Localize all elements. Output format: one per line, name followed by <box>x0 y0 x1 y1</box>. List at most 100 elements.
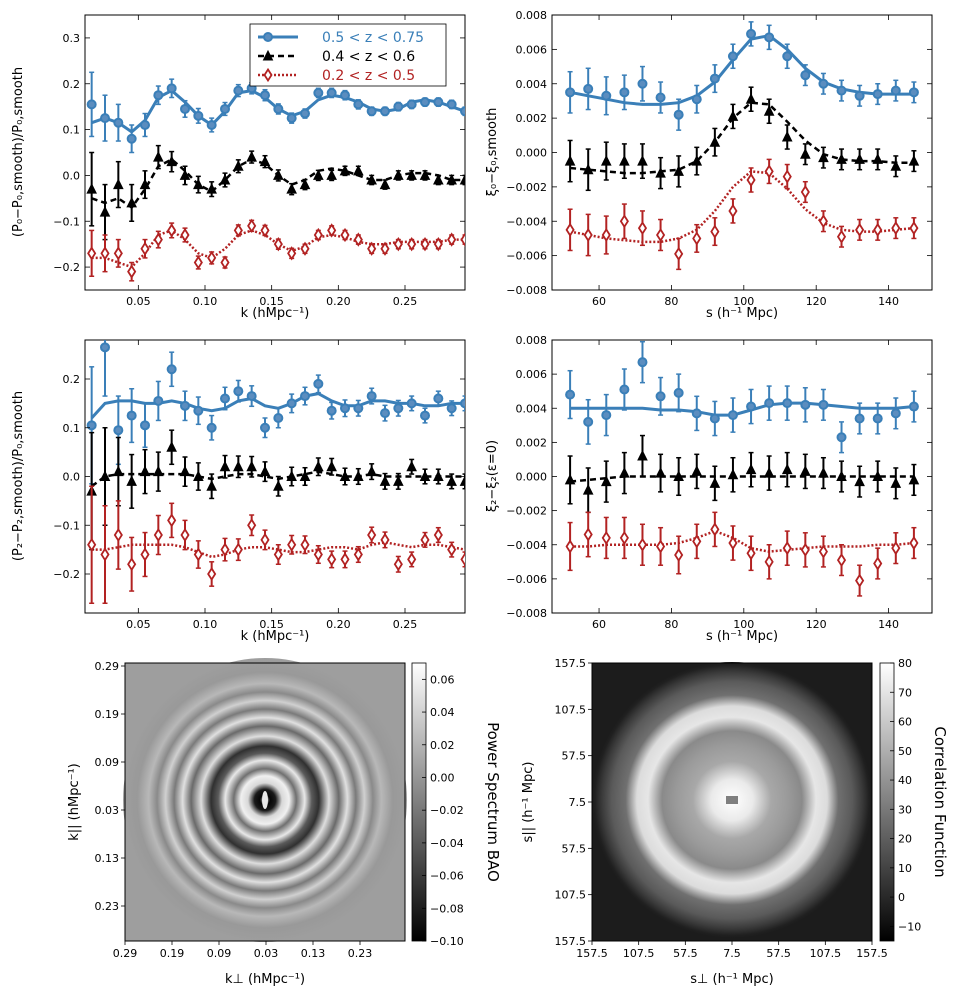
data-point <box>872 153 884 164</box>
data-point <box>393 169 404 180</box>
series-1 <box>565 21 919 131</box>
data-point <box>393 236 403 252</box>
colorbar-tick-label: −0.08 <box>430 902 464 915</box>
x-tick-label: 80 <box>664 618 678 631</box>
data-point <box>167 513 177 528</box>
y-tick-label: 0.004 <box>516 78 548 91</box>
y-tick-label: 107.5 <box>555 703 587 716</box>
data-point <box>113 527 123 543</box>
data-point <box>419 470 431 481</box>
y-tick-label: 0.23 <box>95 900 120 913</box>
data-point <box>637 154 648 166</box>
data-point <box>909 535 919 551</box>
data-point <box>447 232 457 247</box>
data-point <box>233 542 243 557</box>
data-point <box>763 105 775 116</box>
data-point <box>220 103 230 114</box>
x-tick-label: 0.25 <box>393 618 418 631</box>
legend-label: 0.2 < z < 0.5 <box>322 68 415 84</box>
data-point <box>220 542 230 557</box>
data-point <box>890 477 902 488</box>
data-point <box>407 552 417 567</box>
xi0-xticks: 60 80 100 120 140 <box>592 15 899 308</box>
data-point <box>854 90 865 101</box>
data-point <box>728 203 738 219</box>
data-point <box>247 518 257 533</box>
data-point <box>855 573 865 588</box>
data-point <box>259 155 271 167</box>
data-point <box>326 460 337 472</box>
colorbar-tick-label: 10 <box>898 862 912 875</box>
series-2 <box>86 144 465 241</box>
data-point <box>259 465 271 477</box>
legend-item: 0.5 < z < 0.75 <box>258 30 424 46</box>
data-point <box>353 547 363 562</box>
y-tick-label: 0.19 <box>95 708 120 721</box>
p0-ylabel: (P₀−P₀,smooth)/P₀,smooth <box>11 67 26 237</box>
data-point <box>656 227 666 243</box>
data-point <box>406 99 417 110</box>
data-point <box>619 530 629 546</box>
y-tick-label: −0.1 <box>53 519 80 532</box>
data-point <box>393 475 404 486</box>
colorbar-tick-label: −0.06 <box>430 870 464 883</box>
x-tick-label: 100 <box>733 618 754 631</box>
x-tick-label: 0.10 <box>193 295 218 308</box>
data-point <box>818 151 829 163</box>
colorbar-tick-label: 0.04 <box>430 706 455 719</box>
y-tick-label: 0.3 <box>63 32 81 45</box>
data-point <box>273 103 284 114</box>
data-point <box>763 466 775 478</box>
data-point <box>727 51 738 62</box>
data-point <box>179 169 191 180</box>
x-tick-label: 57.5 <box>766 947 791 960</box>
data-point <box>166 441 177 452</box>
data-point <box>100 547 110 562</box>
panel-xi2d-heatmap: 157.5 107.5 57.5 7.5 57.5 107.5 157.5 157.5107… <box>521 657 949 987</box>
data-point <box>100 113 110 124</box>
data-point <box>339 164 351 176</box>
y-tick-label: −0.006 <box>506 250 547 263</box>
y-tick-label: 0.1 <box>63 422 81 435</box>
data-point <box>582 163 594 175</box>
plot-area <box>86 340 465 604</box>
y-tick-label: 0.03 <box>95 804 120 817</box>
xi2-xlabel: s (h⁻¹ Mpc) <box>706 629 778 644</box>
colorbar-tick-label: −10 <box>898 920 921 933</box>
data-point <box>353 403 364 414</box>
x-tick-label: 0.05 <box>126 295 151 308</box>
data-point <box>287 537 297 552</box>
series-1 <box>565 340 919 454</box>
data-point <box>179 465 191 477</box>
data-point <box>99 470 111 481</box>
data-point <box>113 178 124 190</box>
xi0-marks <box>564 21 920 271</box>
data-point <box>447 542 457 557</box>
model-line <box>569 475 914 483</box>
data-point <box>206 422 217 433</box>
data-point <box>433 173 444 185</box>
colorbar-tick-label: 0.02 <box>430 739 455 752</box>
data-point <box>637 357 648 368</box>
model-line <box>91 229 465 269</box>
y-tick-label: 0.000 <box>516 471 548 484</box>
data-point <box>193 547 203 562</box>
xi2d-colorbar <box>879 662 895 942</box>
data-point <box>246 391 257 402</box>
data-point <box>582 484 594 495</box>
data-point <box>564 473 576 485</box>
data-point <box>746 546 756 561</box>
data-point <box>273 236 283 252</box>
xi2-xticks: 60 80 100 120 140 <box>592 340 899 631</box>
p0-marks <box>86 71 465 282</box>
data-point <box>891 220 901 236</box>
data-point <box>565 539 575 554</box>
pk2d-xticks: 0.29 0.19 0.09 0.03 0.13 0.23 <box>113 941 372 960</box>
data-point <box>836 153 847 164</box>
data-point <box>166 364 177 375</box>
data-point <box>180 527 190 543</box>
data-point <box>353 164 364 176</box>
y-tick-label: −0.006 <box>506 573 547 586</box>
series-1 <box>86 340 465 485</box>
data-point <box>583 527 593 542</box>
